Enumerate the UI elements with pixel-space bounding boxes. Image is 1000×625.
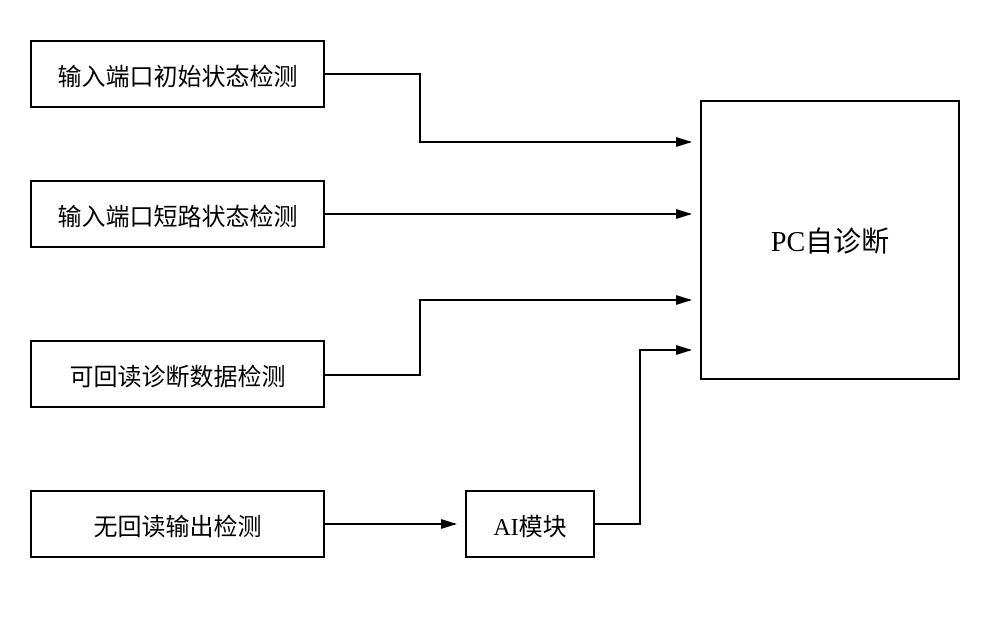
node-label: AI模块 (493, 507, 566, 542)
edge-readback-diag-to-pc (325, 300, 690, 375)
node-readback-diag: 可回读诊断数据检测 (30, 340, 325, 408)
node-label: 可回读诊断数据检测 (70, 357, 286, 392)
node-label: 输入端口短路状态检测 (58, 197, 298, 232)
node-input-short: 输入端口短路状态检测 (30, 180, 325, 248)
node-label: 无回读输出检测 (94, 507, 262, 542)
node-pc-self-diag: PC自诊断 (700, 100, 960, 380)
node-input-initial: 输入端口初始状态检测 (30, 40, 325, 108)
node-ai-module: AI模块 (465, 490, 595, 558)
node-label: PC自诊断 (771, 220, 889, 260)
edge-input-initial-to-pc (325, 74, 690, 142)
node-no-readback-out: 无回读输出检测 (30, 490, 325, 558)
diagram-canvas: 输入端口初始状态检测 输入端口短路状态检测 可回读诊断数据检测 无回读输出检测 … (0, 0, 1000, 625)
node-label: 输入端口初始状态检测 (58, 57, 298, 92)
edge-ai-to-pc (595, 350, 690, 524)
